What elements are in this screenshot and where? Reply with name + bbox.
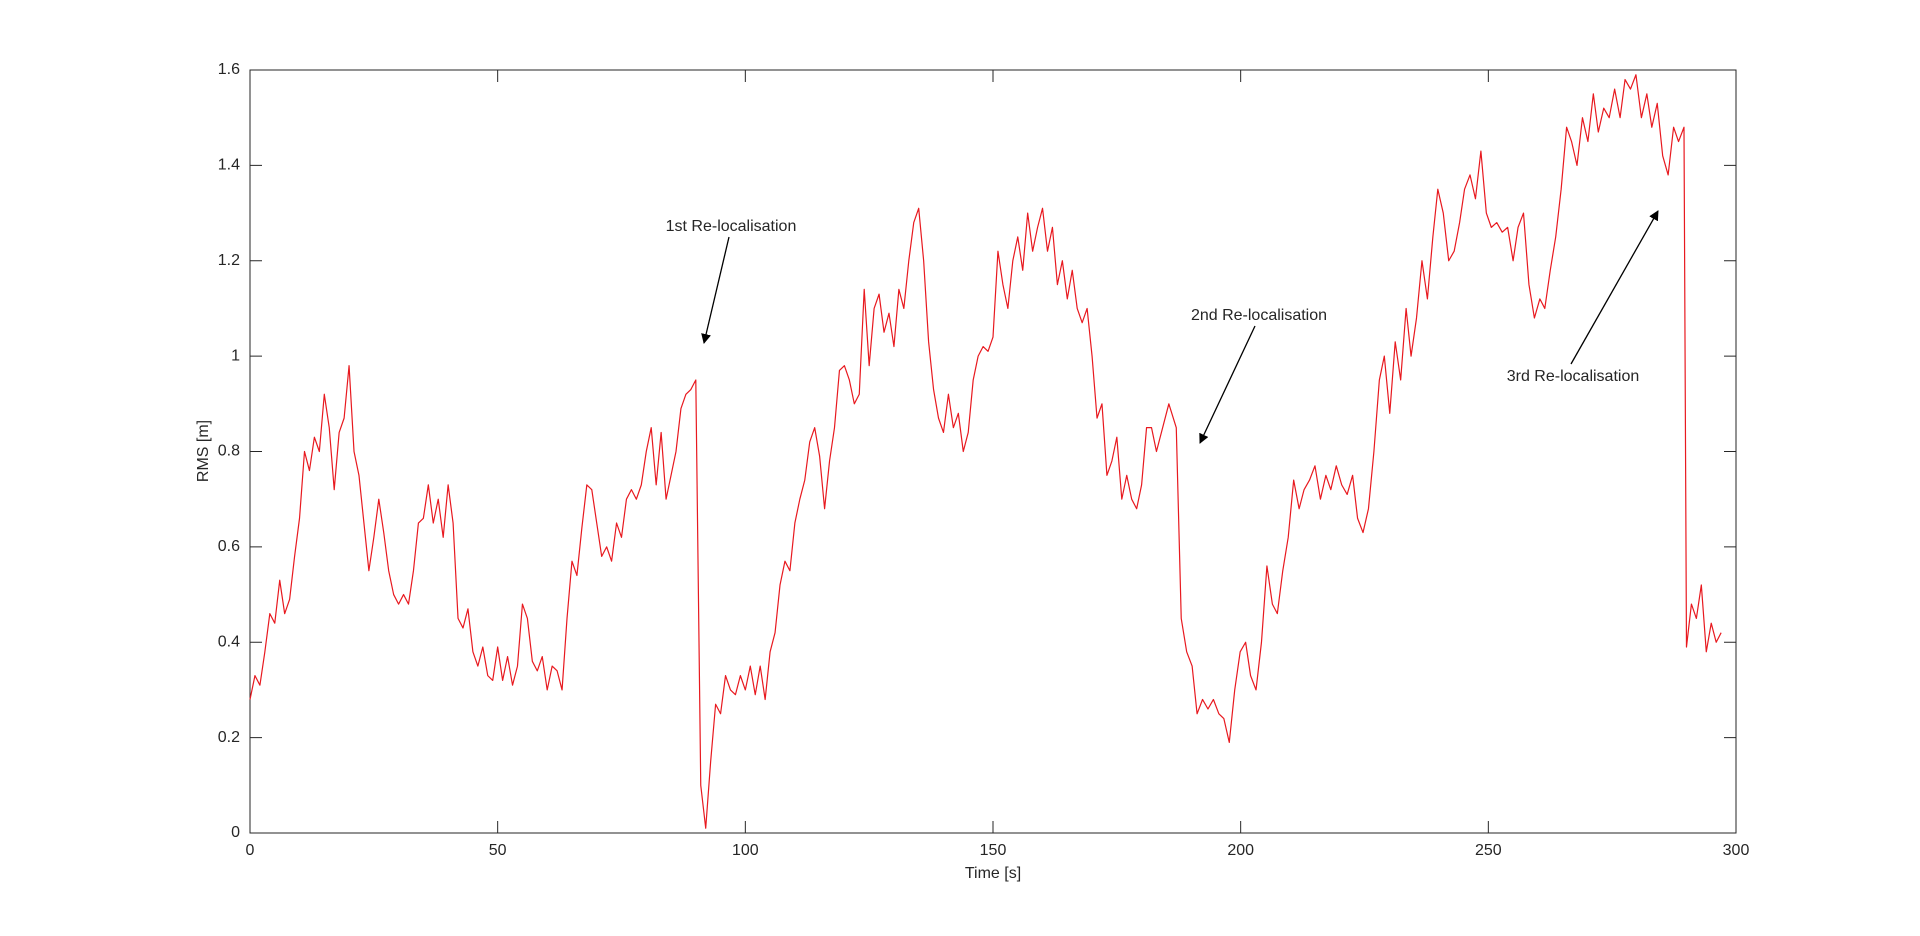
annotation: 2nd Re-localisation <box>1191 307 1327 324</box>
annotation-arrow <box>1570 210 1659 365</box>
x-tick-label: 250 <box>1475 842 1502 859</box>
y-tick-label: 1.4 <box>218 157 240 174</box>
x-tick-label: 150 <box>980 842 1007 859</box>
y-tick-label: 0.4 <box>218 633 240 650</box>
marks <box>249 74 1722 829</box>
y-tick-label: 0.2 <box>218 729 240 746</box>
annotation-arrow <box>701 236 730 344</box>
y-axis-label: RMS [m] <box>195 420 212 482</box>
y-tick-label: 0.8 <box>218 443 240 460</box>
data-line <box>249 74 1722 829</box>
x-tick-label: 200 <box>1227 842 1254 859</box>
y-tick-label: 1 <box>231 347 240 364</box>
x-tick-label: 300 <box>1723 842 1750 859</box>
x-tick-label: 0 <box>246 842 255 859</box>
y-tick-label: 1.2 <box>218 252 240 269</box>
x-axis-label: Time [s] <box>965 865 1021 882</box>
y-tick-label: 1.6 <box>218 61 240 78</box>
annotation-arrow <box>1199 325 1256 444</box>
annotation: 3rd Re-localisation <box>1507 368 1640 385</box>
y-tick-label: 0.6 <box>218 538 240 555</box>
annotation: 1st Re-localisation <box>666 218 797 235</box>
plot-box <box>249 69 1737 834</box>
x-tick-label: 50 <box>489 842 507 859</box>
x-tick-label: 100 <box>732 842 759 859</box>
y-tick-label: 0 <box>231 824 240 841</box>
